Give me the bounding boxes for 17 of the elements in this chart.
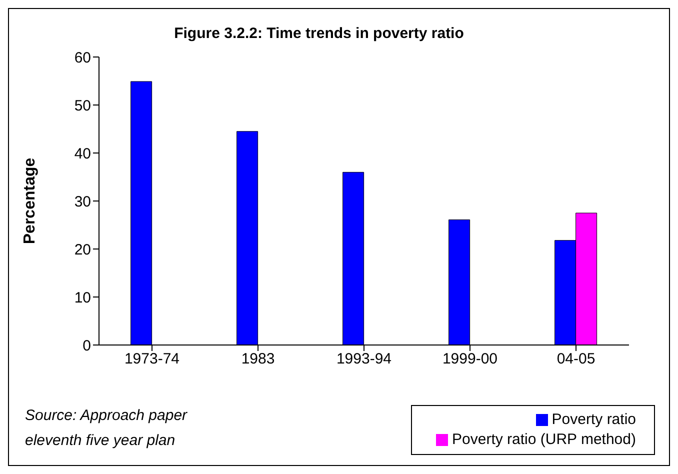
x-tick-label: 1999-00 [442, 350, 498, 368]
chart-title: Figure 3.2.2: Time trends in poverty ratio [173, 25, 465, 42]
y-tick-label: 40 [74, 145, 91, 162]
y-tick-label: 10 [74, 289, 91, 306]
x-tick-label: 1973-74 [124, 350, 180, 368]
y-tick-label: 30 [74, 193, 91, 210]
y-tick-label: 0 [82, 337, 91, 354]
y-tick-label: 50 [74, 97, 91, 114]
x-tick-label: 1983 [241, 350, 275, 368]
legend-label: Poverty ratio (URP method) [452, 431, 636, 448]
y-tick-label: 60 [74, 49, 91, 66]
legend-label: Poverty ratio [552, 411, 636, 428]
source-note: Source: Approach paper eleventh five year plan [25, 406, 188, 451]
x-tick-label: 04-05 [556, 350, 596, 368]
x-tick-label: 1993-94 [336, 350, 392, 368]
y-tick-label: 20 [74, 241, 91, 258]
y-axis-title: Percentage [22, 158, 39, 244]
